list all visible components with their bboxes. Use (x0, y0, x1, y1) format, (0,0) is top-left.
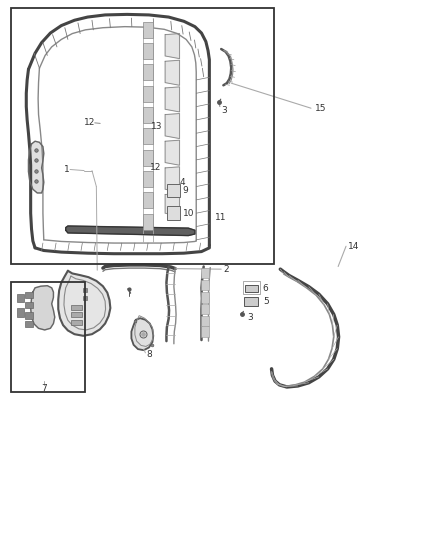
Bar (25, 292, 33, 298)
Bar (143, 214, 153, 230)
Bar (11, 8, 274, 264)
Bar (17, 294, 24, 302)
Text: 1: 1 (64, 165, 70, 174)
Bar (71, 320, 82, 325)
Polygon shape (165, 167, 180, 192)
Text: 5: 5 (263, 297, 268, 306)
Polygon shape (165, 140, 180, 165)
Polygon shape (165, 60, 180, 85)
Bar (244, 297, 258, 306)
Polygon shape (66, 226, 195, 236)
Polygon shape (165, 87, 180, 112)
Polygon shape (31, 286, 55, 330)
Bar (201, 268, 209, 278)
Bar (143, 150, 153, 166)
Bar (245, 285, 258, 292)
Bar (243, 281, 260, 294)
Bar (25, 321, 33, 327)
Text: 11: 11 (215, 213, 226, 222)
Text: 3: 3 (247, 313, 253, 321)
Bar (17, 308, 24, 317)
Text: 4: 4 (180, 179, 185, 187)
Bar (201, 326, 209, 337)
Text: 10: 10 (183, 209, 194, 217)
Bar (143, 192, 153, 208)
Bar (143, 43, 153, 59)
Bar (143, 107, 153, 123)
Bar (143, 64, 153, 80)
Bar (71, 312, 82, 317)
Bar (201, 280, 209, 290)
Bar (143, 86, 153, 102)
Polygon shape (131, 318, 153, 350)
Bar (201, 304, 209, 314)
Bar (143, 128, 153, 144)
Text: 12: 12 (150, 163, 161, 172)
Text: 9: 9 (183, 187, 188, 195)
Polygon shape (165, 34, 180, 59)
Text: 8: 8 (147, 350, 152, 359)
Bar (143, 171, 153, 187)
Bar (25, 312, 33, 319)
Text: 15: 15 (315, 104, 327, 112)
Bar (167, 206, 180, 220)
Text: 3: 3 (221, 106, 227, 115)
Bar (201, 316, 209, 326)
Text: 7: 7 (41, 384, 47, 392)
Bar (11, 282, 85, 392)
Polygon shape (165, 193, 180, 216)
Text: 6: 6 (263, 284, 268, 293)
Bar (167, 184, 180, 197)
Polygon shape (28, 141, 44, 193)
Text: 13: 13 (151, 123, 162, 131)
Polygon shape (165, 114, 180, 139)
Text: 14: 14 (348, 242, 360, 251)
Text: 12: 12 (84, 118, 95, 127)
Bar (143, 22, 153, 38)
Bar (201, 292, 209, 303)
Polygon shape (58, 271, 110, 336)
Bar (71, 305, 82, 310)
Bar (25, 302, 33, 308)
Text: 2: 2 (223, 265, 229, 273)
